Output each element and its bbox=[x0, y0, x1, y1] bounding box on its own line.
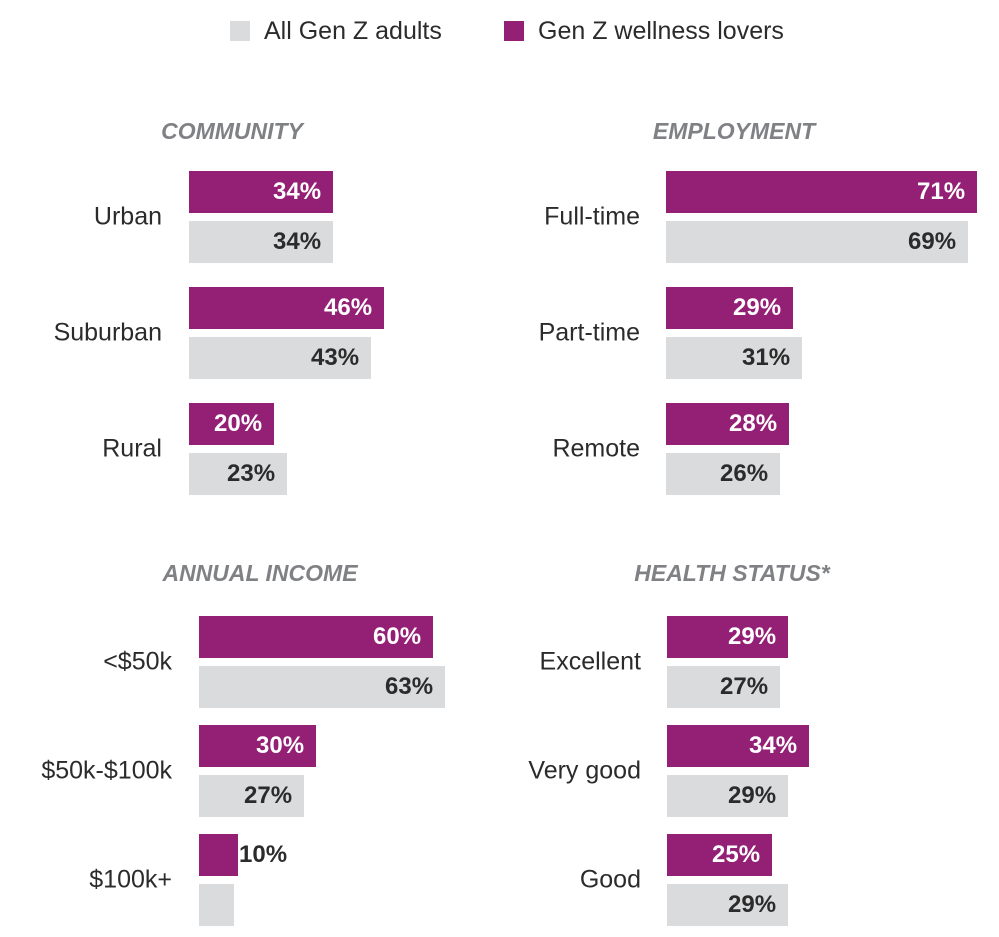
value-label-wellness-lovers-remote: 28% bbox=[729, 410, 778, 437]
bar-wellness-lovers-very-good bbox=[667, 725, 809, 767]
legend-label-all-gen-z: All Gen Z adults bbox=[264, 16, 442, 45]
value-label-all-gen-z-very-good: 29% bbox=[728, 782, 777, 809]
bar-all-gen-z-good bbox=[667, 884, 788, 926]
bar-all-gen-z-50k bbox=[199, 666, 445, 708]
bar-all-gen-z-part-time bbox=[666, 337, 802, 379]
value-label-wellness-lovers-full-time: 71% bbox=[917, 178, 966, 205]
bar-all-gen-z-rural bbox=[189, 453, 287, 495]
bar-wellness-lovers-full-time bbox=[666, 171, 977, 213]
value-label-all-gen-z-remote: 26% bbox=[720, 460, 769, 487]
value-label-wellness-lovers-excellent: 29% bbox=[728, 623, 777, 650]
category-label-part-time: Part-time bbox=[538, 318, 640, 347]
category-label-50k: <$50k bbox=[103, 647, 172, 676]
bar-wellness-lovers-urban bbox=[189, 171, 333, 213]
bar-wellness-lovers-50k-100k bbox=[199, 725, 316, 767]
category-label-very-good: Very good bbox=[528, 756, 641, 785]
value-label-all-gen-z-part-time: 31% bbox=[742, 344, 791, 371]
category-label-full-time: Full-time bbox=[544, 202, 640, 231]
bar-wellness-lovers-part-time bbox=[666, 287, 793, 329]
bar-all-gen-z-full-time bbox=[666, 221, 968, 263]
bar-all-gen-z-50k-100k bbox=[199, 775, 304, 817]
bar-all-gen-z-very-good bbox=[667, 775, 788, 817]
bar-wellness-lovers-excellent bbox=[667, 616, 788, 658]
chart-title-employment: EMPLOYMENT bbox=[652, 118, 816, 144]
bar-wellness-lovers-good bbox=[667, 834, 772, 876]
value-label-all-gen-z-excellent: 27% bbox=[720, 673, 769, 700]
value-label-wellness-lovers-very-good: 34% bbox=[749, 732, 798, 759]
bar-wellness-lovers-suburban bbox=[189, 287, 384, 329]
chart-legend: All Gen Z adults Gen Z wellness lovers bbox=[0, 0, 999, 60]
bar-wellness-lovers-remote bbox=[666, 403, 789, 445]
category-label-good: Good bbox=[579, 865, 641, 894]
category-label-suburban: Suburban bbox=[53, 318, 162, 347]
value-label-all-gen-z-suburban: 43% bbox=[311, 344, 360, 371]
bar-wellness-lovers-50k bbox=[199, 616, 433, 658]
value-label-all-gen-z-good: 29% bbox=[728, 891, 777, 918]
category-label-rural: Rural bbox=[102, 434, 162, 463]
legend-item-wellness-lovers: Gen Z wellness lovers bbox=[504, 16, 784, 46]
value-label-all-gen-z-rural: 23% bbox=[227, 460, 276, 487]
category-label-excellent: Excellent bbox=[539, 647, 641, 676]
chart-title-annual-income: ANNUAL INCOME bbox=[162, 560, 358, 586]
value-label-wellness-lovers-urban: 34% bbox=[273, 178, 322, 205]
bar-all-gen-z-suburban bbox=[189, 337, 371, 379]
bar-wellness-lovers-rural bbox=[189, 403, 274, 445]
bar-all-gen-z-excellent bbox=[667, 666, 780, 708]
legend-label-wellness-lovers: Gen Z wellness lovers bbox=[538, 16, 784, 45]
chart-title-community: COMMUNITY bbox=[161, 118, 303, 144]
value-label-wellness-lovers-100k: 10% bbox=[239, 841, 288, 868]
legend-swatch-wellness-lovers bbox=[504, 21, 524, 41]
bar-all-gen-z-remote bbox=[666, 453, 780, 495]
value-label-wellness-lovers-50k: 60% bbox=[373, 623, 422, 650]
value-label-all-gen-z-urban: 34% bbox=[273, 228, 322, 255]
bar-wellness-lovers-100k bbox=[199, 834, 238, 876]
category-label-remote: Remote bbox=[552, 434, 640, 463]
value-label-wellness-lovers-50k-100k: 30% bbox=[256, 732, 305, 759]
category-label-50k-100k: $50k-$100k bbox=[41, 756, 172, 785]
value-label-all-gen-z-50k: 63% bbox=[385, 673, 434, 700]
bar-all-gen-z-100k bbox=[199, 884, 234, 926]
category-label-urban: Urban bbox=[93, 202, 162, 231]
chart-title-health-status: HEALTH STATUS* bbox=[634, 560, 830, 586]
value-label-wellness-lovers-good: 25% bbox=[712, 841, 761, 868]
value-label-wellness-lovers-rural: 20% bbox=[214, 410, 263, 437]
value-label-wellness-lovers-part-time: 29% bbox=[733, 294, 782, 321]
category-label-100k: $100k+ bbox=[89, 865, 172, 894]
value-label-wellness-lovers-suburban: 46% bbox=[324, 294, 373, 321]
legend-item-all-gen-z: All Gen Z adults bbox=[230, 16, 442, 46]
legend-swatch-all-gen-z bbox=[230, 21, 250, 41]
value-label-all-gen-z-full-time: 69% bbox=[908, 228, 957, 255]
bar-all-gen-z-urban bbox=[189, 221, 333, 263]
value-label-all-gen-z-50k-100k: 27% bbox=[244, 782, 293, 809]
